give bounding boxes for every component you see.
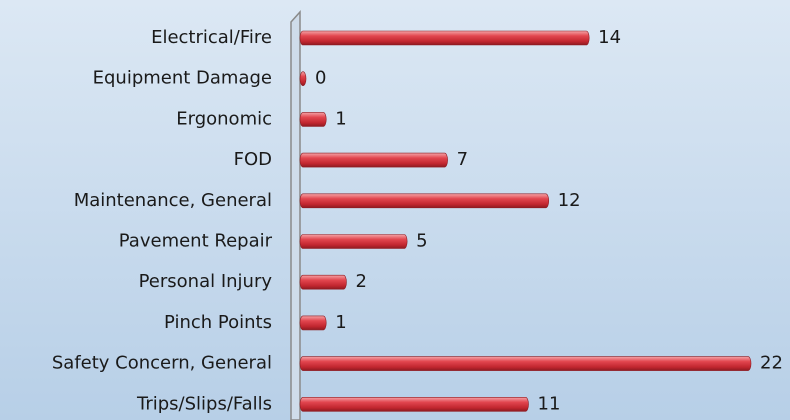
category-label: Electrical/Fire: [151, 27, 272, 48]
category-label: Personal Injury: [139, 271, 273, 292]
axis-wall: [290, 10, 301, 420]
category-label: Trips/Slips/Falls: [136, 393, 272, 414]
category-label: Safety Concern, General: [52, 353, 272, 374]
category-label: Maintenance, General: [74, 190, 272, 211]
value-label: 0: [315, 68, 326, 89]
value-label: 12: [558, 190, 581, 211]
bar: [299, 315, 327, 331]
bar: [299, 193, 550, 209]
bar: [299, 30, 590, 46]
value-label: 22: [760, 353, 783, 374]
value-label: 7: [457, 149, 468, 170]
bar: [299, 356, 752, 371]
value-label: 5: [416, 231, 427, 252]
bar: [299, 274, 347, 290]
value-label: 14: [598, 27, 621, 48]
bar: [299, 112, 327, 127]
bar: [299, 396, 529, 412]
category-label: Equipment Damage: [93, 68, 272, 89]
category-label: Ergonomic: [176, 108, 272, 129]
category-label: FOD: [234, 149, 272, 170]
value-label: 11: [538, 393, 561, 414]
bar: [299, 152, 448, 168]
category-label: Pinch Points: [164, 312, 272, 333]
value-label: 1: [335, 312, 346, 333]
value-label: 2: [355, 271, 366, 292]
bar: [299, 71, 307, 86]
category-label: Pavement Repair: [119, 231, 273, 252]
value-label: 1: [335, 108, 346, 129]
bar: [299, 234, 408, 249]
